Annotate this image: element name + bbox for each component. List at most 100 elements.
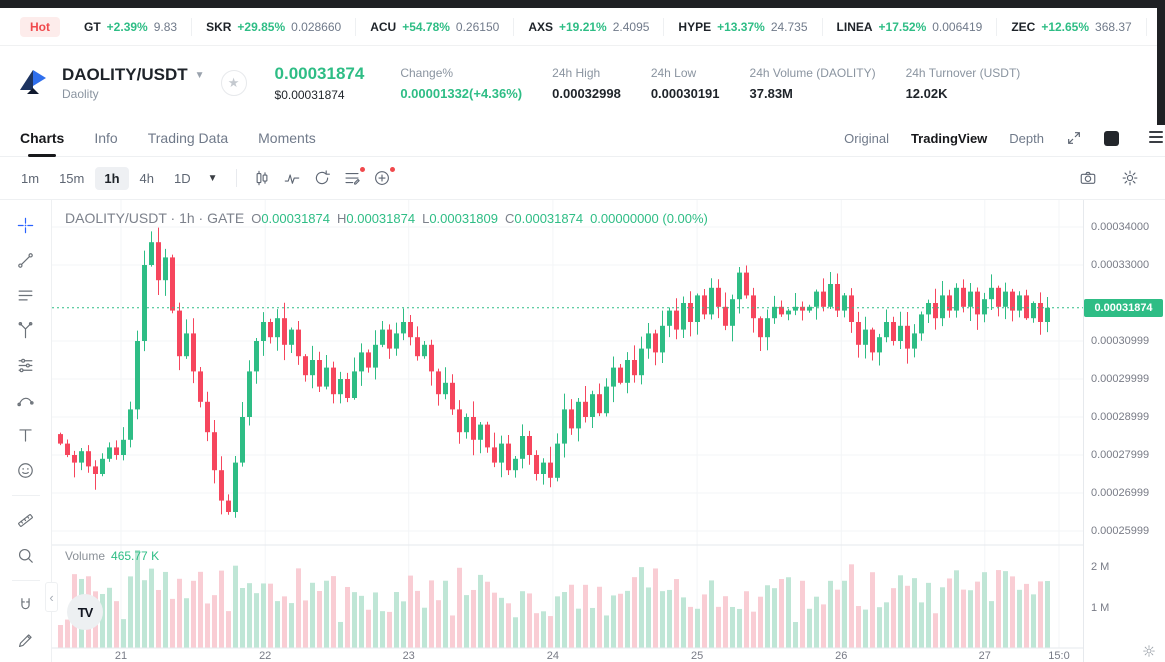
view-option-tradingview[interactable]: TradingView bbox=[910, 130, 988, 146]
ticker-item[interactable]: ZEC +12.65% 368.37 bbox=[996, 17, 1145, 36]
ruler-tool-icon[interactable] bbox=[9, 505, 43, 536]
parallel-lines-tool-icon[interactable] bbox=[9, 280, 43, 311]
tradingview-logo[interactable]: TV bbox=[67, 594, 103, 630]
toolbar-divider bbox=[235, 169, 237, 187]
stat-value: 12.02K bbox=[905, 85, 948, 101]
magnifier-tool-icon[interactable] bbox=[9, 540, 43, 571]
ticker-item[interactable]: HYPE +13.37% 24.735 bbox=[663, 17, 821, 36]
ticker-symbol: HYPE bbox=[678, 19, 712, 34]
ticker-change: +12.65% bbox=[1041, 19, 1090, 34]
stat-value: 0.00001332(+4.36%) bbox=[400, 85, 523, 101]
brush-tool-icon[interactable] bbox=[9, 385, 43, 416]
price-axis-tick: 0.00026999 bbox=[1091, 487, 1150, 500]
svg-text:15:0: 15:0 bbox=[1048, 650, 1069, 662]
price-axis-tick: 0.00033000 bbox=[1091, 259, 1150, 271]
ticker-price: 368.37 bbox=[1095, 19, 1132, 34]
templates-icon[interactable] bbox=[337, 164, 367, 192]
magnet-tool-icon[interactable] bbox=[9, 590, 43, 621]
patterns-tool-icon[interactable] bbox=[9, 350, 43, 381]
ticker-price: 2.4095 bbox=[612, 19, 650, 34]
interval-15m[interactable]: 15m bbox=[59, 170, 85, 186]
ticker-change: +19.21% bbox=[559, 19, 607, 34]
stat-value: 0.00030191 bbox=[650, 85, 720, 101]
collapse-drawing-toolbar[interactable]: ‹ bbox=[45, 582, 58, 612]
volume-axis-tick: 1 M bbox=[1091, 601, 1110, 614]
tab-trading-data[interactable]: Trading Data bbox=[147, 130, 229, 146]
svg-text:26: 26 bbox=[835, 650, 847, 662]
chart-view-options: Original TradingView Depth bbox=[844, 131, 1044, 146]
daolity-logo bbox=[14, 64, 52, 102]
indicators-icon[interactable] bbox=[277, 164, 307, 192]
trendline-tool-icon[interactable] bbox=[9, 245, 43, 276]
axis-settings-icon[interactable] bbox=[1142, 644, 1156, 661]
camera-icon[interactable] bbox=[1073, 164, 1103, 192]
price-axis-tick: 0.00025999 bbox=[1091, 525, 1150, 538]
view-option-original[interactable]: Original bbox=[844, 130, 889, 146]
candles-style-icon[interactable] bbox=[247, 164, 277, 192]
svg-text:27: 27 bbox=[979, 650, 991, 662]
ticker-item[interactable]: AXS +19.21% 2.4095 bbox=[513, 17, 663, 36]
add-indicator-icon[interactable] bbox=[367, 164, 397, 192]
page-tabs: Charts Info Trading Data Moments Original Tr… bbox=[0, 120, 1165, 157]
view-option-depth[interactable]: Depth bbox=[1009, 130, 1044, 146]
pair-header: DAOLITY/USDT ▼ Daolity ★ 0.00031874 $0.00… bbox=[0, 46, 1165, 120]
ticker-symbol: ZEC bbox=[1011, 19, 1036, 34]
svg-text:21: 21 bbox=[115, 650, 127, 662]
notification-dot bbox=[359, 167, 365, 172]
emoji-tool-icon[interactable] bbox=[9, 455, 43, 486]
stat-label: 24h Turnover (USDT) bbox=[905, 65, 1021, 80]
fullscreen-expand-icon[interactable] bbox=[1066, 130, 1082, 146]
price-axis[interactable]: 0.00034000 0.00033000 0.00030999 0.00029999… bbox=[1083, 200, 1165, 662]
pair-subtitle: Daolity bbox=[62, 87, 99, 101]
interval-1h[interactable]: 1h bbox=[95, 166, 129, 190]
price-axis-tick: 0.00034000 bbox=[1091, 221, 1150, 233]
ticker-change: +54.78% bbox=[402, 19, 450, 34]
toolbar-separator bbox=[11, 580, 40, 581]
ticker-item[interactable]: LINEA +17.52% 0.006419 bbox=[821, 17, 997, 36]
interval-4h[interactable]: 4h bbox=[139, 170, 154, 186]
menu-hamburger-icon[interactable] bbox=[1149, 131, 1163, 143]
favorite-button[interactable]: ★ bbox=[220, 70, 247, 96]
crosshair-tool-icon[interactable] bbox=[9, 210, 43, 241]
ticker-change: +2.39% bbox=[106, 19, 148, 34]
ticker-change: +29.85% bbox=[237, 19, 286, 34]
chevron-down-icon[interactable]: ▼ bbox=[194, 69, 205, 81]
ticker-price: 9.83 bbox=[153, 19, 178, 34]
panel-layout-icon[interactable] bbox=[1104, 130, 1119, 146]
refresh-icon[interactable] bbox=[307, 164, 337, 192]
header-stat: 24h High 0.00032998 bbox=[552, 66, 621, 101]
pitchfork-tool-icon[interactable] bbox=[9, 315, 43, 346]
hot-badge[interactable]: Hot bbox=[20, 16, 60, 37]
text-tool-icon[interactable] bbox=[9, 420, 43, 451]
settings-gear-icon[interactable] bbox=[1115, 164, 1145, 192]
ticker-item[interactable]: ACU +54.78% 0.26150 bbox=[355, 17, 513, 36]
window-right-edge bbox=[1157, 8, 1165, 125]
interval-1m[interactable]: 1m bbox=[21, 170, 40, 186]
ticker-item[interactable]: SKR +29.85% 0.028660 bbox=[191, 17, 355, 36]
ticker-price: 0.028660 bbox=[291, 19, 342, 34]
svg-text:23: 23 bbox=[403, 650, 415, 662]
ticker-symbol: LINEA bbox=[836, 19, 873, 34]
tab-info[interactable]: Info bbox=[94, 130, 118, 146]
candlestick-chart[interactable]: 21 22 23 24 25 26 27 15:0 DAOLITY/USDT · 1h · G… bbox=[52, 200, 1083, 662]
svg-text:25: 25 bbox=[691, 650, 703, 662]
chart-toolbar-right bbox=[1073, 164, 1145, 192]
ticker-list: GT +2.39% 9.83 SKR +29.85% 0.028660 ACU +54.78%… bbox=[70, 17, 1165, 36]
ticker-symbol: GT bbox=[84, 19, 101, 34]
chart-tool-icons bbox=[247, 164, 397, 192]
chart-toolbar: 1m 15m 1h 4h 1D ▼ bbox=[0, 157, 1165, 200]
pencil-tool-icon[interactable] bbox=[9, 625, 43, 656]
last-price-tag: 0.00031874 bbox=[1084, 298, 1163, 317]
ticker-price: 0.26150 bbox=[455, 19, 500, 34]
tab-charts[interactable]: Charts bbox=[20, 120, 64, 157]
header-stat: 24h Turnover (USDT) 12.02K bbox=[906, 66, 1021, 101]
tab-moments[interactable]: Moments bbox=[258, 130, 316, 146]
tabs-right: Original TradingView Depth bbox=[844, 130, 1119, 146]
interval-dropdown-icon[interactable]: ▼ bbox=[207, 172, 218, 184]
tabs-left: Charts Info Trading Data Moments bbox=[20, 120, 346, 157]
interval-1D[interactable]: 1D bbox=[174, 170, 191, 186]
pair-block[interactable]: DAOLITY/USDT ▼ Daolity bbox=[62, 65, 205, 101]
price-axis-tick: 0.00030999 bbox=[1091, 335, 1150, 348]
ticker-item[interactable]: GT +2.39% 9.83 bbox=[70, 18, 191, 36]
